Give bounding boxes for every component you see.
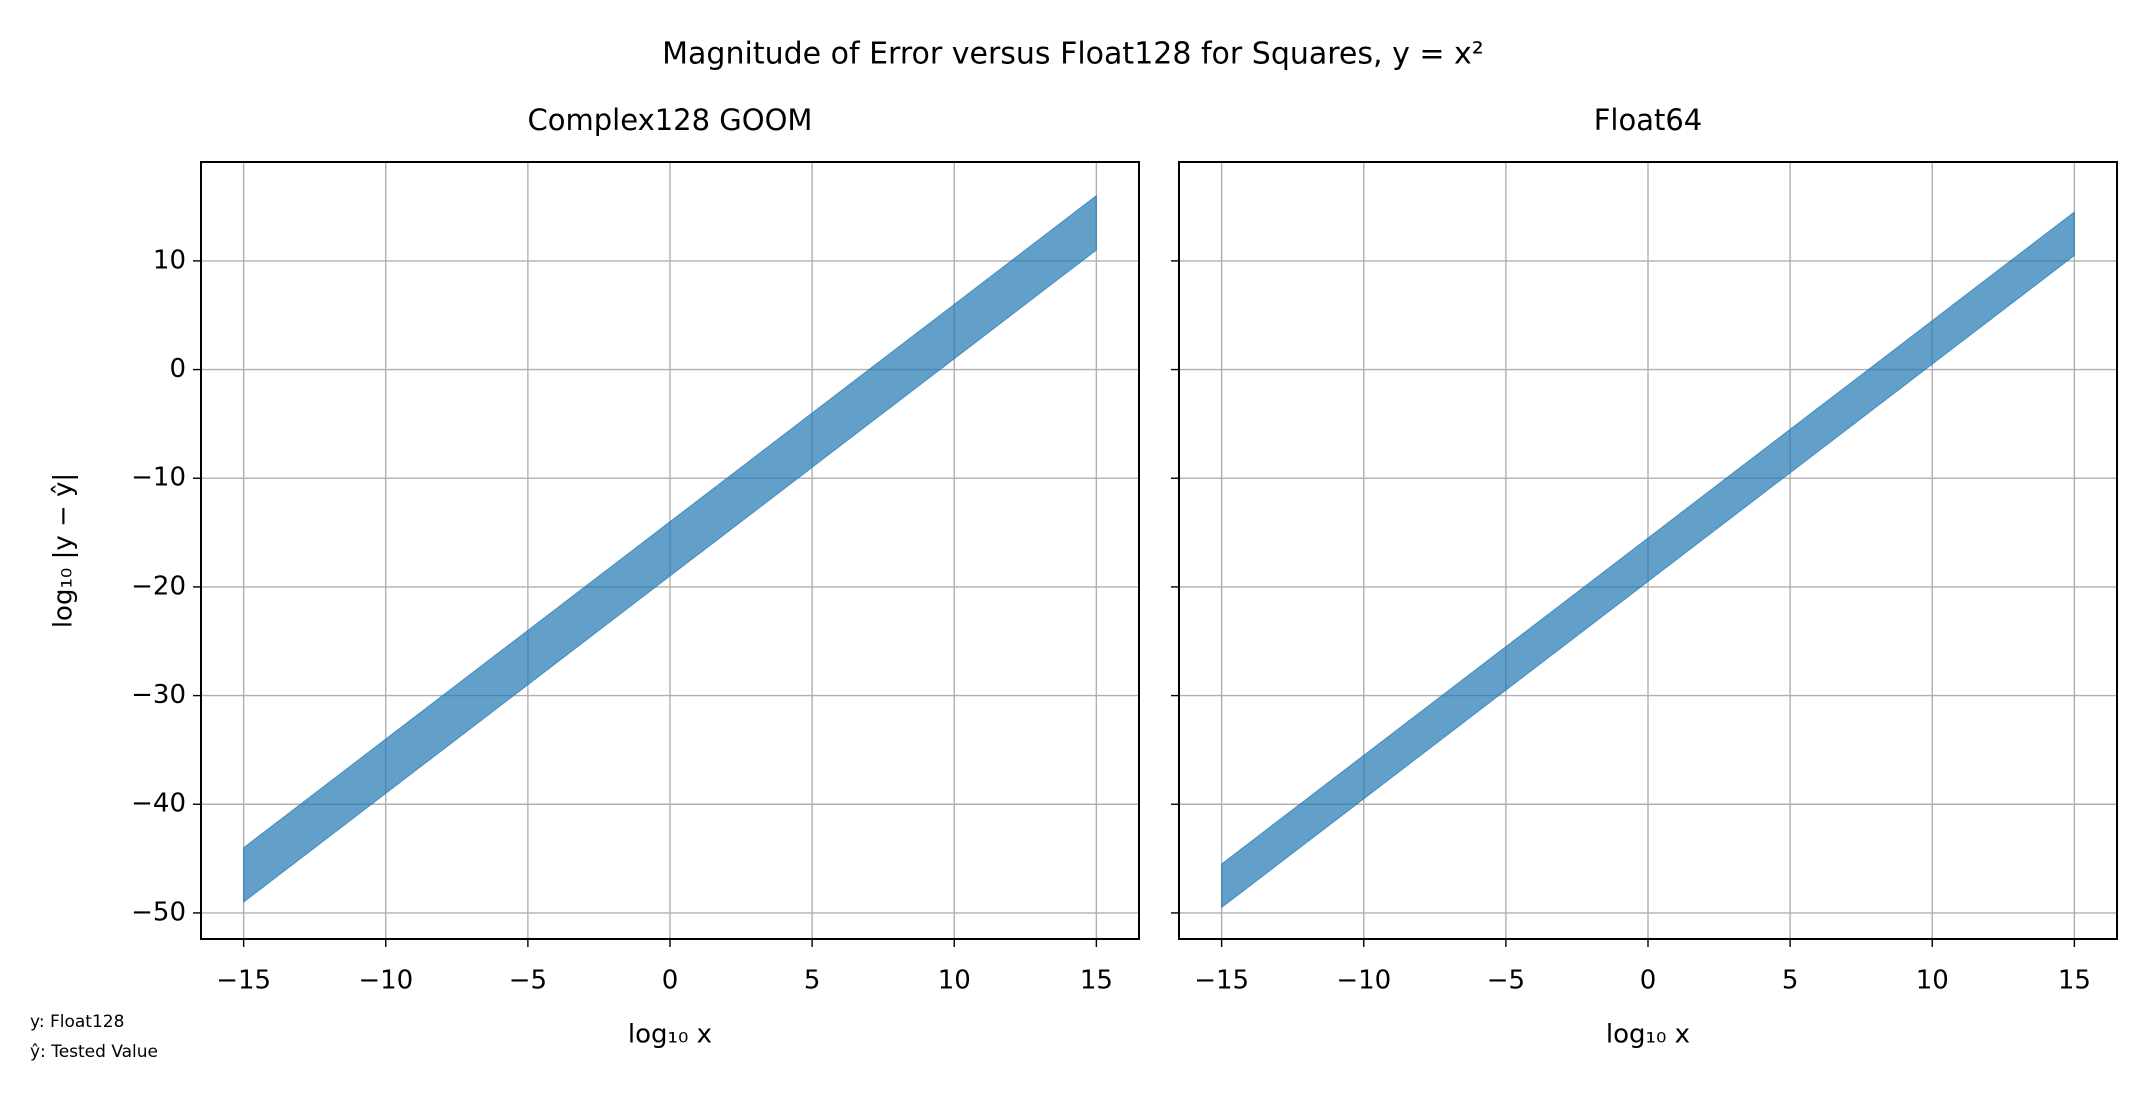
error-band <box>243 194 1097 904</box>
x-tick-label: 15 <box>1080 966 1113 996</box>
x-tick-label: −10 <box>358 966 413 996</box>
x-tick-label: 0 <box>662 966 679 996</box>
x-tick-label: −5 <box>509 966 547 996</box>
figure-title: Magnitude of Error versus Float128 for S… <box>662 37 1484 72</box>
x-tick-label: 0 <box>1640 966 1657 996</box>
y-tick-label: −30 <box>131 680 186 710</box>
x-axis-label: log₁₀ x <box>1606 1020 1690 1050</box>
y-tick-label: −10 <box>131 463 186 493</box>
x-tick-label: −5 <box>1487 966 1525 996</box>
axes-frame <box>1178 161 2118 940</box>
x-axis-label: log₁₀ x <box>628 1020 712 1050</box>
axes-frame <box>200 161 1140 940</box>
x-tick-label: −10 <box>1336 966 1391 996</box>
footnote: ŷ: Tested Value <box>30 1042 158 1062</box>
y-tick-label: 10 <box>153 245 186 275</box>
subplot-title: Complex128 GOOM <box>528 103 813 137</box>
error-band <box>1221 210 2075 909</box>
y-tick-label: −50 <box>131 897 186 927</box>
x-tick-label: 10 <box>938 966 971 996</box>
x-tick-label: −15 <box>1194 966 1249 996</box>
y-axis-label: log₁₀ |y − ŷ| <box>49 473 79 628</box>
x-tick-label: −15 <box>216 966 271 996</box>
x-tick-label: 5 <box>1782 966 1799 996</box>
x-tick-label: 5 <box>804 966 821 996</box>
subplot-title: Float64 <box>1594 103 1703 137</box>
x-tick-label: 10 <box>1916 966 1949 996</box>
y-tick-label: −20 <box>131 571 186 601</box>
y-tick-label: 0 <box>169 354 186 384</box>
x-tick-label: 15 <box>2058 966 2091 996</box>
footnote: y: Float128 <box>30 1012 124 1032</box>
y-tick-label: −40 <box>131 789 186 819</box>
